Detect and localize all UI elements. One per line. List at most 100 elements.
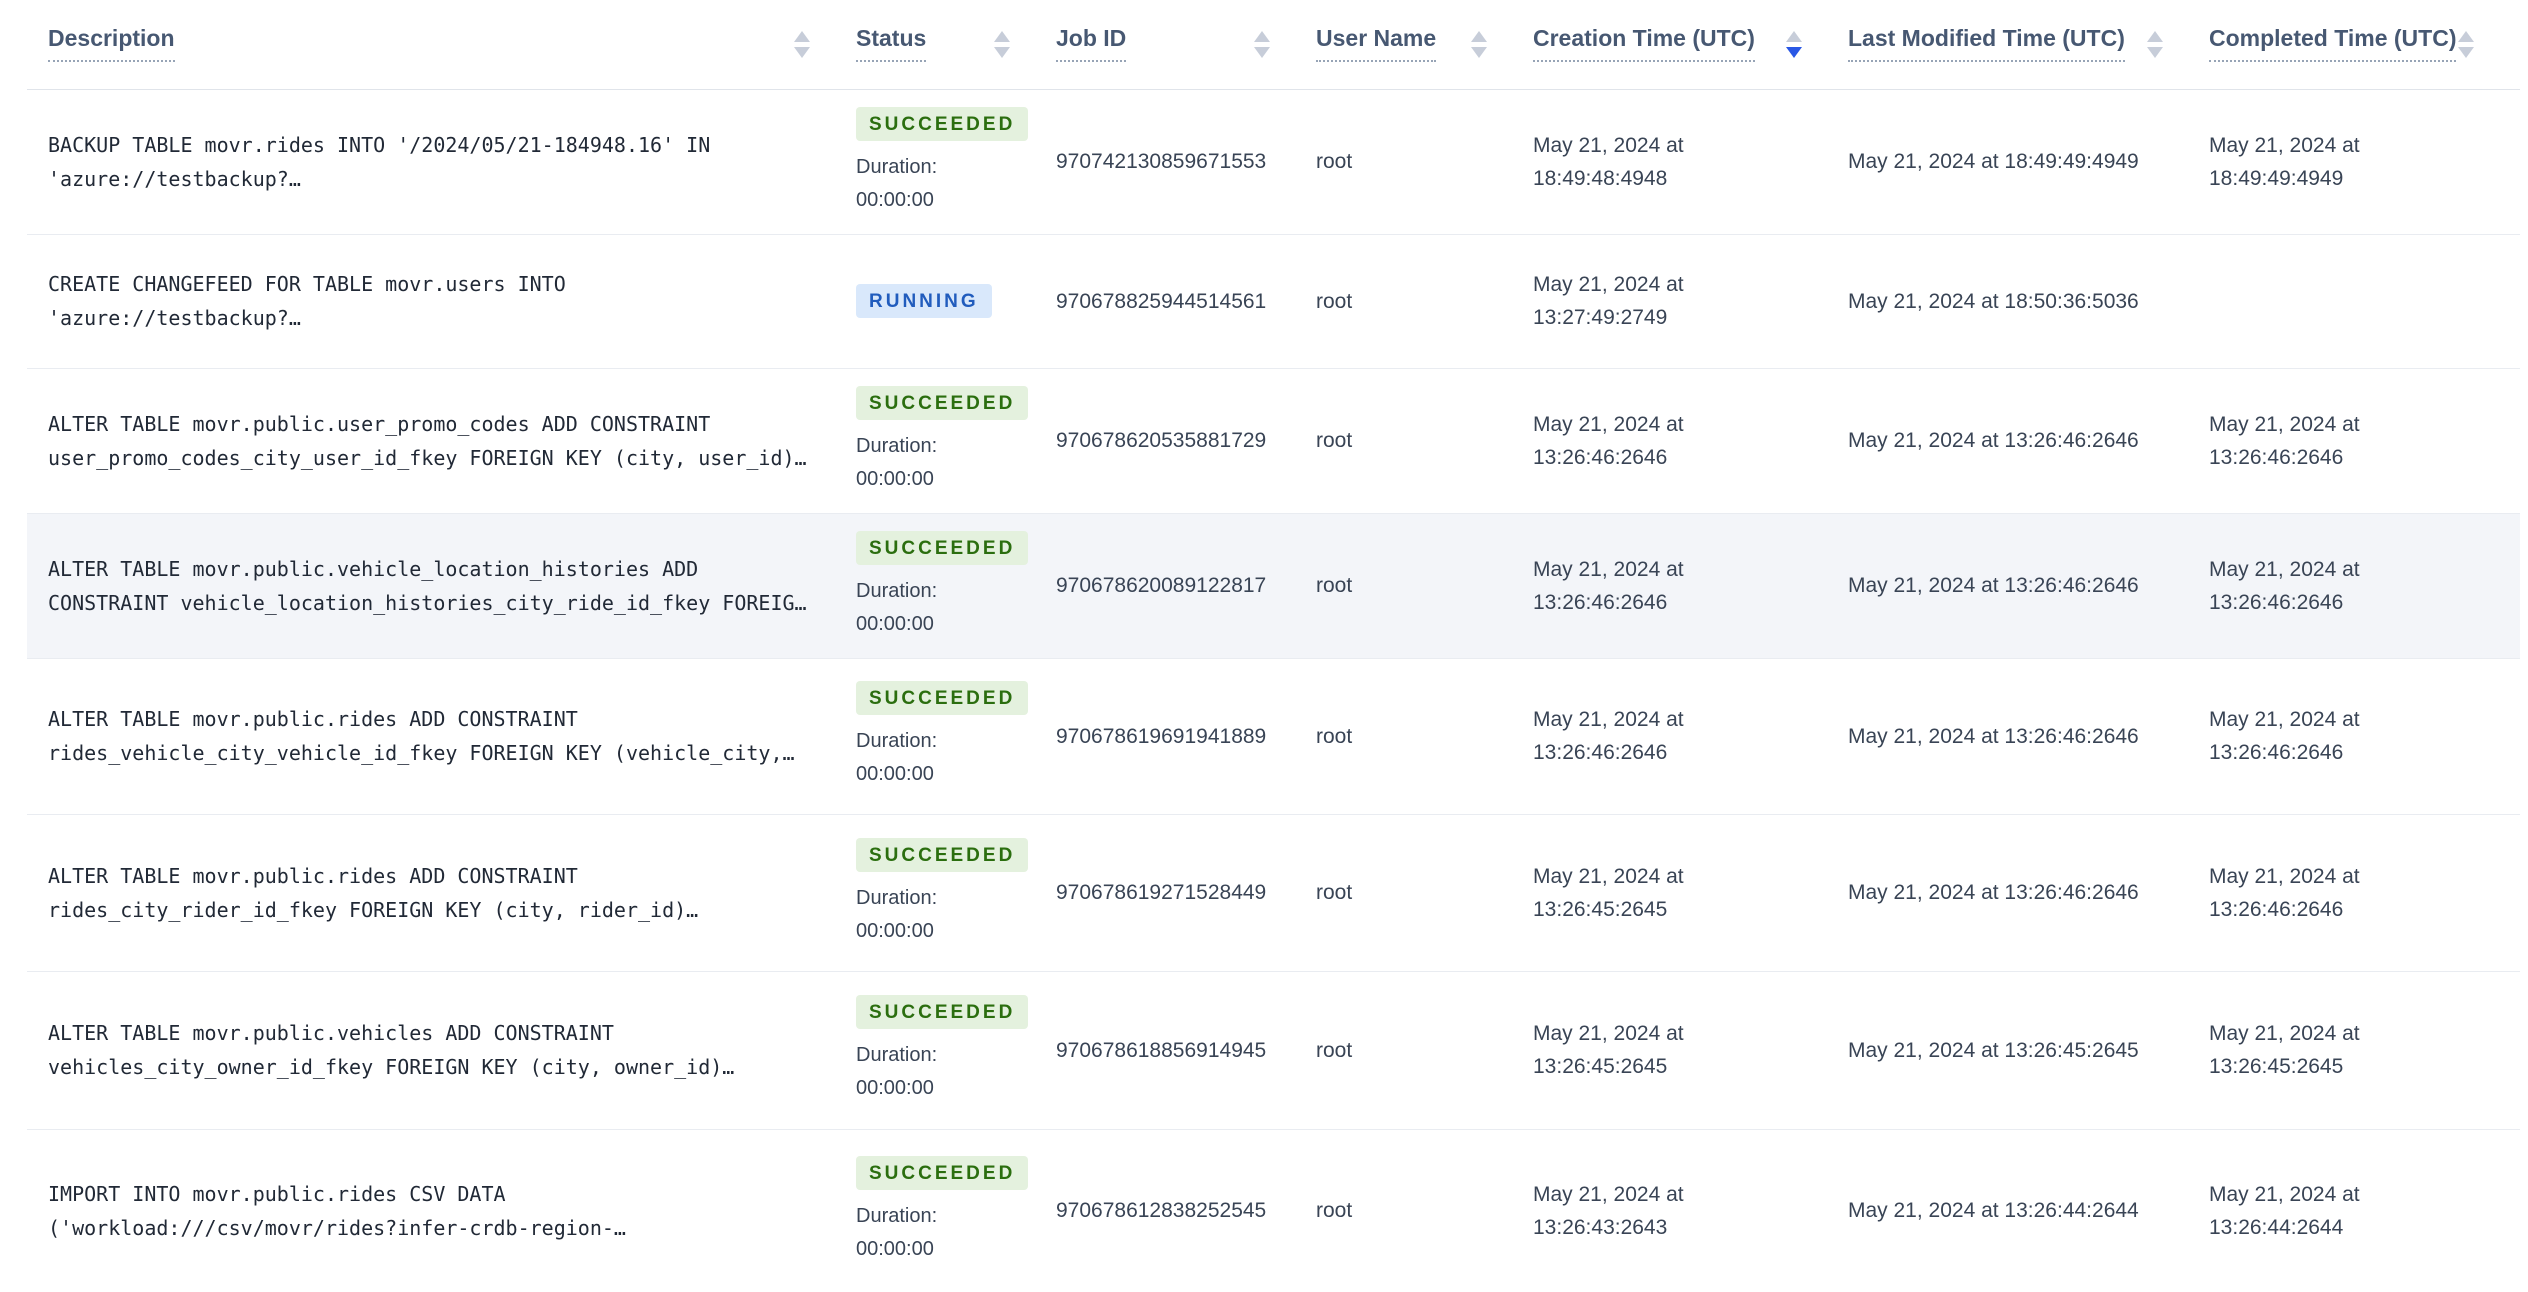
job-id-cell: 970678619691941889 (1056, 658, 1316, 815)
status-badge: RUNNING (856, 284, 992, 318)
status-badge: SUCCEEDED (856, 995, 1029, 1029)
column-header-label: Status (856, 25, 927, 63)
duration-label: Duration: (856, 730, 938, 752)
table-row: ALTER TABLE movr.public.rides ADD CONSTR… (27, 658, 2520, 815)
last-modified-cell: May 21, 2024 at 13:26:46:2646 (1848, 368, 2209, 514)
column-header-status[interactable]: Status (856, 0, 1056, 90)
duration-value: 00:00:00 (856, 612, 934, 635)
user-name-cell: root (1316, 814, 1533, 972)
duration-label: Duration: (856, 579, 938, 602)
table-row: BACKUP TABLE movr.rides INTO '/2024/05/2… (27, 89, 2520, 235)
last-modified-cell: May 21, 2024 at 18:49:49:4949 (1848, 89, 2209, 235)
job-id-cell: 970678620089122817 (1056, 513, 1316, 659)
duration-value: 00:00:00 (856, 1077, 934, 1099)
job-description-link[interactable]: CREATE CHANGEFEED FOR TABLE movr.users I… (48, 272, 566, 330)
job-duration: Duration: 00:00:00 (856, 1039, 1056, 1105)
job-duration: Duration: 00:00:00 (856, 1200, 1056, 1266)
completed-time-cell: May 21, 2024 at 13:26:44:2644 (2209, 1182, 2360, 1239)
status-cell: RUNNING (856, 234, 1056, 369)
table-row: CREATE CHANGEFEED FOR TABLE movr.users I… (27, 234, 2520, 369)
last-modified-cell: May 21, 2024 at 13:26:46:2646 (1848, 658, 2209, 815)
sort-icon (2147, 30, 2163, 58)
status-badge: SUCCEEDED (856, 530, 1029, 565)
user-name-cell: root (1316, 1199, 1353, 1223)
duration-value: 00:00:00 (856, 467, 934, 490)
job-duration: Duration: 00:00:00 (856, 575, 1056, 641)
user-name-cell: root (1316, 368, 1533, 514)
completed-time-cell: May 21, 2024 at 13:26:46:2646 (2209, 557, 2360, 614)
completed-time-cell: May 21, 2024 at 13:26:46:2646 (2209, 864, 2360, 921)
job-description-link[interactable]: ALTER TABLE movr.public.vehicles ADD CON… (48, 1021, 735, 1079)
creation-time-cell: May 21, 2024 at 13:26:45:2645 (1533, 864, 1684, 921)
last-modified-cell: May 21, 2024 at 18:50:36:5036 (1848, 234, 2209, 369)
column-header-job-id[interactable]: Job ID (1056, 0, 1316, 90)
duration-label: Duration: (856, 155, 938, 178)
sort-icon (1471, 30, 1487, 58)
table-row: ALTER TABLE movr.public.user_promo_codes… (27, 368, 2520, 514)
table-row: IMPORT INTO movr.public.rides CSV DATA (… (27, 1129, 2520, 1292)
creation-time-cell: May 21, 2024 at 13:26:46:2646 (1533, 412, 1684, 469)
column-header-label: Completed Time (UTC) (2209, 25, 2457, 63)
column-header-last-modified-time[interactable]: Last Modified Time (UTC) (1848, 0, 2209, 90)
column-header-completed-time[interactable]: Completed Time (UTC) (2209, 0, 2520, 90)
column-header-description[interactable]: Description (27, 0, 856, 90)
completed-time-cell: May 21, 2024 at 13:26:45:2645 (2209, 1022, 2360, 1078)
job-id-cell: 970678612838252545 (1056, 1199, 1267, 1223)
column-header-label: Last Modified Time (UTC) (1848, 25, 2125, 63)
column-header-user-name[interactable]: User Name (1316, 0, 1533, 90)
job-description-link[interactable]: IMPORT INTO movr.public.rides CSV DATA (… (48, 1181, 626, 1240)
sort-icon (994, 30, 1010, 58)
completed-time-cell: May 21, 2024 at 13:26:46:2646 (2209, 412, 2360, 469)
last-modified-cell: May 21, 2024 at 13:26:44:2644 (1848, 1199, 2139, 1223)
status-badge: SUCCEEDED (856, 385, 1029, 420)
duration-value: 00:00:00 (856, 188, 934, 211)
status-cell: SUCCEEDED Duration: 00:00:00 (856, 513, 1056, 659)
job-id-cell: 970742130859671553 (1056, 89, 1316, 235)
duration-label: Duration: (856, 1204, 938, 1227)
sort-icon (794, 30, 810, 58)
table-row: ALTER TABLE movr.public.vehicles ADD CON… (27, 971, 2520, 1130)
status-cell: SUCCEEDED Duration: 00:00:00 (856, 368, 1056, 514)
sort-icon (2458, 30, 2474, 58)
job-id-cell: 970678618856914945 (1056, 971, 1316, 1130)
duration-label: Duration: (856, 1044, 938, 1066)
job-id-cell: 970678825944514561 (1056, 234, 1316, 369)
job-description-link[interactable]: ALTER TABLE movr.public.user_promo_codes… (48, 411, 807, 470)
status-badge: SUCCEEDED (856, 837, 1029, 872)
duration-label: Duration: (856, 434, 938, 457)
table-header-row: Description Status Job ID User Name (27, 0, 2520, 90)
table-row-highlighted: ALTER TABLE movr.public.vehicle_location… (27, 513, 2520, 659)
status-cell: SUCCEEDED Duration: 00:00:00 (856, 1129, 1056, 1292)
job-duration: Duration: 00:00:00 (856, 151, 1056, 217)
column-header-creation-time[interactable]: Creation Time (UTC) (1533, 0, 1848, 90)
duration-value: 00:00:00 (856, 1237, 934, 1260)
user-name-cell: root (1316, 971, 1533, 1130)
user-name-cell: root (1316, 658, 1533, 815)
column-header-label: Description (48, 25, 175, 63)
job-description-link[interactable]: BACKUP TABLE movr.rides INTO '/2024/05/2… (48, 132, 711, 191)
job-description-link[interactable]: ALTER TABLE movr.public.rides ADD CONSTR… (48, 863, 699, 922)
job-duration: Duration: 00:00:00 (856, 725, 1056, 791)
column-header-label: Creation Time (UTC) (1533, 25, 1755, 63)
sort-icon-active-desc (1786, 30, 1802, 58)
duration-value: 00:00:00 (856, 919, 934, 942)
last-modified-cell: May 21, 2024 at 13:26:46:2646 (1848, 513, 2209, 659)
completed-time-cell: May 21, 2024 at 13:26:46:2646 (2209, 708, 2360, 764)
completed-time-cell: May 21, 2024 at 18:49:49:4949 (2209, 133, 2360, 190)
status-cell: SUCCEEDED Duration: 00:00:00 (856, 814, 1056, 972)
last-modified-cell: May 21, 2024 at 13:26:46:2646 (1848, 814, 2209, 972)
creation-time-cell: May 21, 2024 at 18:49:48:4948 (1533, 133, 1684, 190)
status-cell: SUCCEEDED Duration: 00:00:00 (856, 658, 1056, 815)
table-row: ALTER TABLE movr.public.rides ADD CONSTR… (27, 814, 2520, 972)
user-name-cell: root (1316, 513, 1533, 659)
job-id-cell: 970678619271528449 (1056, 814, 1316, 972)
user-name-cell: root (1316, 89, 1533, 235)
column-header-label: User Name (1316, 25, 1437, 63)
sort-icon (1254, 30, 1270, 58)
job-description-link[interactable]: ALTER TABLE movr.public.vehicle_location… (48, 556, 807, 615)
creation-time-cell: May 21, 2024 at 13:26:46:2646 (1533, 708, 1684, 764)
column-header-label: Job ID (1056, 25, 1127, 63)
job-description-link[interactable]: ALTER TABLE movr.public.rides ADD CONSTR… (48, 707, 795, 765)
status-badge: SUCCEEDED (856, 1155, 1029, 1190)
duration-label: Duration: (856, 886, 938, 909)
